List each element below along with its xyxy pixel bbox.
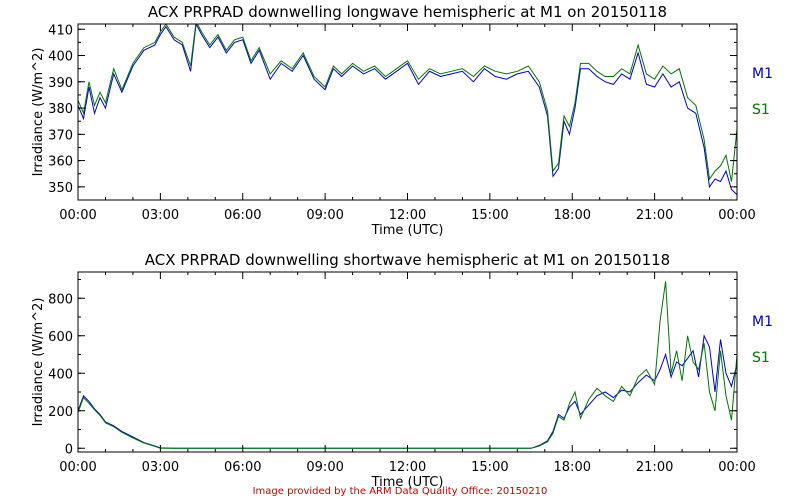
x-tick-label: 15:00 (471, 460, 508, 475)
x-tick-label: 06:00 (224, 208, 261, 223)
plot-frame (77, 271, 738, 453)
y-axis-label: Irradiance (W/m^2) (31, 298, 46, 427)
x-tick-label: 00:00 (718, 460, 755, 475)
x-axis-label: Time (UTC) (371, 223, 444, 238)
legend-entry-s1: S1 (752, 102, 770, 118)
x-tick-label: 18:00 (554, 460, 591, 475)
series-line-m1 (78, 24, 737, 196)
x-tick-label: 18:00 (554, 208, 591, 223)
x-tick-label: 00:00 (59, 460, 96, 475)
legend-entry-m1: M1 (752, 66, 773, 82)
x-tick-label: 12:00 (389, 208, 426, 223)
chart-panel-1: ACX PRPRAD downwelling longwave hemisphe… (31, 3, 773, 238)
y-tick-label: 370 (48, 128, 73, 143)
x-tick-label: 21:00 (636, 208, 673, 223)
y-tick-label: 400 (48, 367, 73, 382)
x-axis-label: Time (UTC) (371, 475, 444, 490)
y-tick-label: 360 (48, 155, 73, 170)
chart-title: ACX PRPRAD downwelling longwave hemisphe… (148, 3, 667, 21)
chart-title: ACX PRPRAD downwelling shortwave hemisph… (145, 251, 670, 269)
series-line-s1 (78, 24, 737, 182)
y-tick-label: 410 (48, 23, 73, 38)
x-tick-label: 00:00 (59, 208, 96, 223)
y-axis-label: Irradiance (W/m^2) (31, 48, 46, 177)
y-tick-label: 390 (48, 76, 73, 91)
x-tick-label: 00:00 (718, 208, 755, 223)
legend-entry-s1: S1 (752, 350, 770, 366)
x-tick-label: 03:00 (142, 460, 179, 475)
x-tick-label: 09:00 (306, 208, 343, 223)
plot-frame (77, 23, 738, 201)
y-tick-label: 0 (65, 442, 73, 457)
x-tick-label: 15:00 (471, 208, 508, 223)
chart-panel-2: ACX PRPRAD downwelling shortwave hemisph… (31, 251, 773, 490)
y-tick-label: 200 (48, 405, 73, 420)
y-tick-label: 350 (48, 181, 73, 196)
legend-entry-m1: M1 (752, 314, 773, 330)
series-line-s1 (78, 281, 737, 449)
series-line-m1 (78, 334, 737, 449)
x-tick-label: 21:00 (636, 460, 673, 475)
x-tick-label: 06:00 (224, 460, 261, 475)
y-tick-label: 800 (48, 292, 73, 307)
y-tick-label: 400 (48, 50, 73, 65)
y-tick-label: 600 (48, 330, 73, 345)
x-tick-label: 09:00 (306, 460, 343, 475)
x-tick-label: 03:00 (142, 208, 179, 223)
x-tick-label: 12:00 (389, 460, 426, 475)
y-tick-label: 380 (48, 102, 73, 117)
credit-footer: Image provided by the ARM Data Quality O… (252, 486, 548, 497)
